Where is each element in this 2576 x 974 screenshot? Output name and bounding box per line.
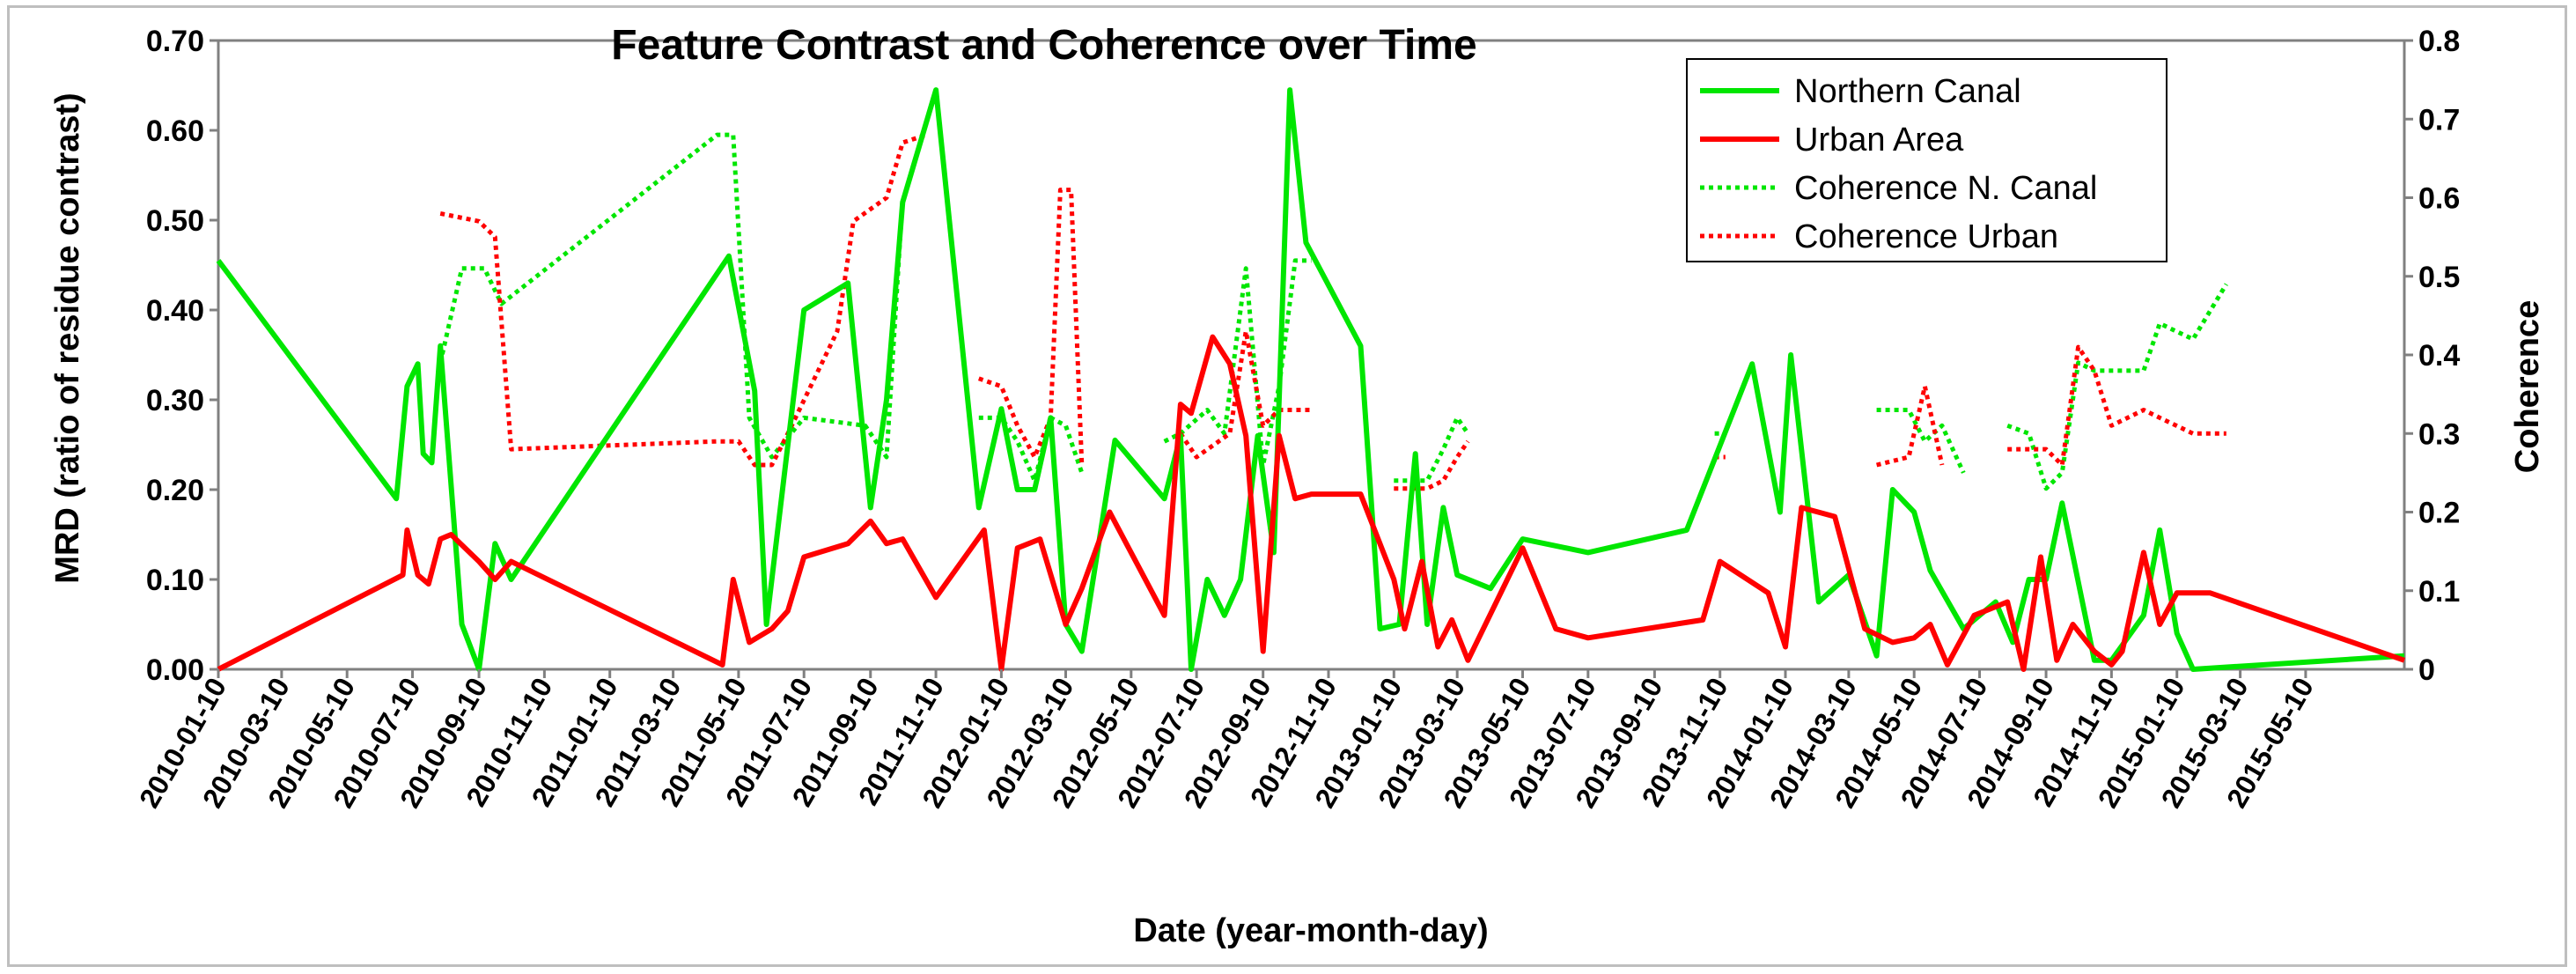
y2-tick-label: 0.4 [2418,339,2460,373]
left-axis: 0.00 0.10 0.20 0.30 0.40 0.50 0.60 0.70 [146,25,218,687]
y-tick-label: 0.30 [146,384,204,417]
series-urban-area [217,334,2405,672]
y2-tick-label: 0.8 [2418,25,2460,58]
series-coherence-n-canal [438,132,2228,491]
series-line [1876,384,1945,468]
legend-label: Coherence Urban [1794,218,2058,255]
series-line [1394,415,1470,483]
y2-tick-label: 0.6 [2418,182,2460,216]
series-line [2007,344,2226,468]
y-tick-label: 0.00 [146,653,204,687]
y2-tick-label: 0 [2418,653,2435,687]
series-line [439,132,927,468]
y-tick-label: 0.70 [146,25,204,58]
legend: Northern Canal Urban Area Coherence N. Can… [1686,58,2168,262]
y2-axis-title: Coherence [2509,300,2546,473]
y2-tick-label: 0.7 [2418,103,2460,137]
series-line [977,188,1085,466]
chart-title: Feature Contrast and Coherence over Time [611,22,1476,69]
chart-canvas: 0.00 0.10 0.20 0.30 0.40 0.50 0.60 0.70 0 0.1 0.2… [49,22,2546,949]
y-axis-title: MRD (ratio of residue contrast) [49,92,86,583]
legend-label: Northern Canal [1794,73,2021,110]
y-tick-label: 0.10 [146,564,204,597]
y-tick-label: 0.50 [146,204,204,238]
series-line [1163,258,1312,468]
y-tick-label: 0.60 [146,114,204,148]
y-tick-label: 0.40 [146,294,204,328]
series-line [217,334,2405,672]
legend-label: Urban Area [1794,122,1964,159]
y2-tick-label: 0.1 [2418,575,2460,609]
x-axis-title: Date (year-month-day) [1133,912,1488,949]
y-tick-label: 0.20 [146,474,204,507]
chart-container: 0.00 0.10 0.20 0.30 0.40 0.50 0.60 0.70 0 0.1 0.2… [7,5,2567,967]
y2-tick-label: 0.2 [2418,497,2460,530]
series-line [438,132,905,460]
x-axis: 2010-01-102010-03-102010-05-102010-07-10… [133,669,2320,813]
y2-tick-label: 0.5 [2418,261,2460,294]
series-line [2006,283,2228,491]
y2-tick-label: 0.3 [2418,417,2460,451]
right-axis: 0 0.1 0.2 0.3 0.4 0.5 0.6 0.7 0.8 [2404,25,2460,687]
legend-label: Coherence N. Canal [1794,170,2097,207]
series-line [1876,408,1966,474]
series-layer [216,87,2405,672]
